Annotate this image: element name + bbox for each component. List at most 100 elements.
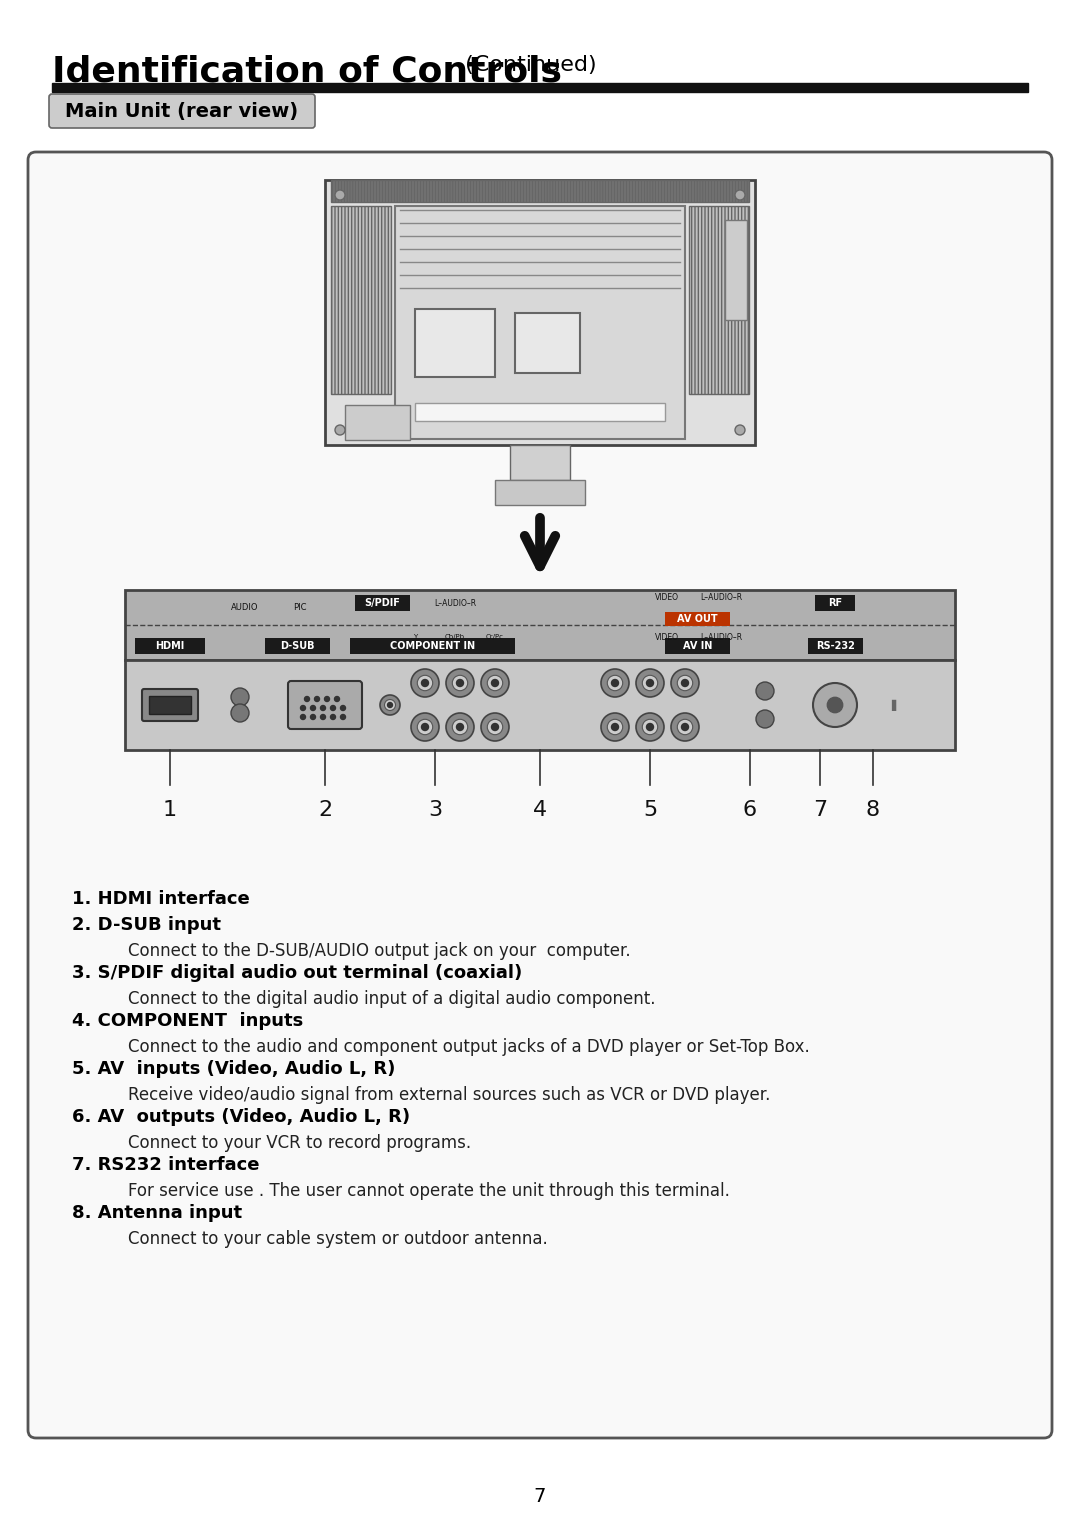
Text: RS-232: RS-232 bbox=[816, 641, 855, 651]
Circle shape bbox=[827, 698, 842, 713]
Text: Connect to the digital audio input of a digital audio component.: Connect to the digital audio input of a … bbox=[129, 989, 656, 1008]
Circle shape bbox=[607, 719, 623, 734]
Circle shape bbox=[231, 704, 249, 722]
Circle shape bbox=[421, 680, 429, 687]
Circle shape bbox=[340, 715, 346, 719]
Circle shape bbox=[311, 715, 315, 719]
Text: Connect to your VCR to record programs.: Connect to your VCR to record programs. bbox=[129, 1135, 471, 1151]
Text: Cr/Pc: Cr/Pc bbox=[486, 634, 504, 640]
Circle shape bbox=[453, 675, 468, 690]
Circle shape bbox=[756, 683, 774, 699]
Text: S/PDIF: S/PDIF bbox=[365, 599, 401, 608]
Circle shape bbox=[681, 680, 689, 687]
Bar bbox=[135, 638, 205, 654]
Bar bbox=[149, 696, 191, 715]
Circle shape bbox=[300, 705, 306, 710]
Text: Receive video/audio signal from external sources such as VCR or DVD player.: Receive video/audio signal from external… bbox=[129, 1086, 770, 1104]
Circle shape bbox=[491, 724, 499, 730]
Text: L–AUDIO–R: L–AUDIO–R bbox=[434, 599, 476, 608]
Text: D-SUB: D-SUB bbox=[280, 641, 314, 651]
Circle shape bbox=[411, 669, 438, 696]
Circle shape bbox=[446, 713, 474, 741]
Circle shape bbox=[600, 669, 629, 696]
Bar bbox=[510, 444, 570, 479]
Bar bbox=[815, 596, 855, 611]
Bar bbox=[52, 82, 1028, 92]
Text: Connect to the D-SUB/AUDIO output jack on your  computer.: Connect to the D-SUB/AUDIO output jack o… bbox=[129, 942, 631, 960]
Text: Cb/Pb: Cb/Pb bbox=[445, 634, 465, 640]
Circle shape bbox=[300, 715, 306, 719]
Text: Connect to the audio and component output jacks of a DVD player or Set-Top Box.: Connect to the audio and component outpu… bbox=[129, 1038, 810, 1057]
Bar bbox=[725, 220, 747, 321]
Text: AV IN: AV IN bbox=[683, 641, 712, 651]
Circle shape bbox=[311, 705, 315, 710]
Text: 8. Antenna input: 8. Antenna input bbox=[72, 1203, 242, 1222]
Text: RF: RF bbox=[828, 599, 842, 608]
Bar bbox=[265, 638, 330, 654]
Bar bbox=[515, 313, 580, 373]
Bar bbox=[495, 479, 585, 505]
Text: 4. COMPONENT  inputs: 4. COMPONENT inputs bbox=[72, 1012, 303, 1031]
Circle shape bbox=[681, 724, 689, 730]
Circle shape bbox=[487, 675, 502, 690]
Text: Connect to your cable system or outdoor antenna.: Connect to your cable system or outdoor … bbox=[129, 1231, 548, 1248]
Circle shape bbox=[417, 675, 433, 690]
FancyBboxPatch shape bbox=[288, 681, 362, 728]
Circle shape bbox=[647, 680, 653, 687]
Circle shape bbox=[643, 719, 658, 734]
Circle shape bbox=[305, 696, 310, 701]
Circle shape bbox=[446, 669, 474, 696]
Text: 7: 7 bbox=[534, 1487, 546, 1507]
Circle shape bbox=[611, 724, 619, 730]
Bar bbox=[330, 180, 750, 202]
Circle shape bbox=[453, 719, 468, 734]
Text: 5. AV  inputs (Video, Audio L, R): 5. AV inputs (Video, Audio L, R) bbox=[72, 1060, 395, 1078]
FancyBboxPatch shape bbox=[49, 95, 315, 128]
Circle shape bbox=[384, 699, 395, 710]
FancyBboxPatch shape bbox=[28, 153, 1052, 1438]
Text: L–AUDIO–R: L–AUDIO–R bbox=[700, 594, 742, 603]
Text: 8: 8 bbox=[866, 800, 880, 820]
Text: Y: Y bbox=[413, 634, 417, 640]
Bar bbox=[415, 308, 495, 377]
Bar bbox=[665, 638, 730, 654]
Circle shape bbox=[330, 705, 336, 710]
Text: For service use . The user cannot operate the unit through this terminal.: For service use . The user cannot operat… bbox=[129, 1182, 730, 1200]
Text: 2: 2 bbox=[318, 800, 332, 820]
Text: 6: 6 bbox=[743, 800, 757, 820]
Circle shape bbox=[677, 719, 692, 734]
Bar bbox=[355, 596, 410, 611]
Circle shape bbox=[487, 719, 502, 734]
Text: COMPONENT IN: COMPONENT IN bbox=[390, 641, 475, 651]
Circle shape bbox=[671, 713, 699, 741]
Text: VIDEO: VIDEO bbox=[654, 594, 679, 603]
Bar bbox=[808, 638, 863, 654]
Bar bbox=[125, 589, 955, 660]
Bar bbox=[330, 206, 391, 394]
Circle shape bbox=[388, 702, 392, 707]
Circle shape bbox=[324, 696, 329, 701]
Circle shape bbox=[457, 724, 463, 730]
Circle shape bbox=[647, 724, 653, 730]
Text: AUDIO: AUDIO bbox=[231, 603, 259, 612]
Text: Main Unit (rear view): Main Unit (rear view) bbox=[66, 101, 298, 121]
Bar bbox=[350, 638, 515, 654]
Circle shape bbox=[335, 189, 345, 200]
Circle shape bbox=[735, 189, 745, 200]
Text: Identification of Controls: Identification of Controls bbox=[52, 55, 562, 89]
Text: 1. HDMI interface: 1. HDMI interface bbox=[72, 890, 249, 909]
Circle shape bbox=[330, 715, 336, 719]
Circle shape bbox=[491, 680, 499, 687]
Bar bbox=[689, 206, 750, 394]
Circle shape bbox=[756, 710, 774, 728]
Circle shape bbox=[677, 675, 692, 690]
Text: VIDEO: VIDEO bbox=[654, 632, 679, 641]
FancyBboxPatch shape bbox=[141, 689, 198, 721]
Text: (Continued): (Continued) bbox=[458, 55, 596, 75]
Text: 7. RS232 interface: 7. RS232 interface bbox=[72, 1156, 259, 1174]
Text: 1: 1 bbox=[163, 800, 177, 820]
Text: 5: 5 bbox=[643, 800, 657, 820]
Circle shape bbox=[481, 713, 509, 741]
Circle shape bbox=[321, 715, 325, 719]
Bar bbox=[125, 660, 955, 750]
